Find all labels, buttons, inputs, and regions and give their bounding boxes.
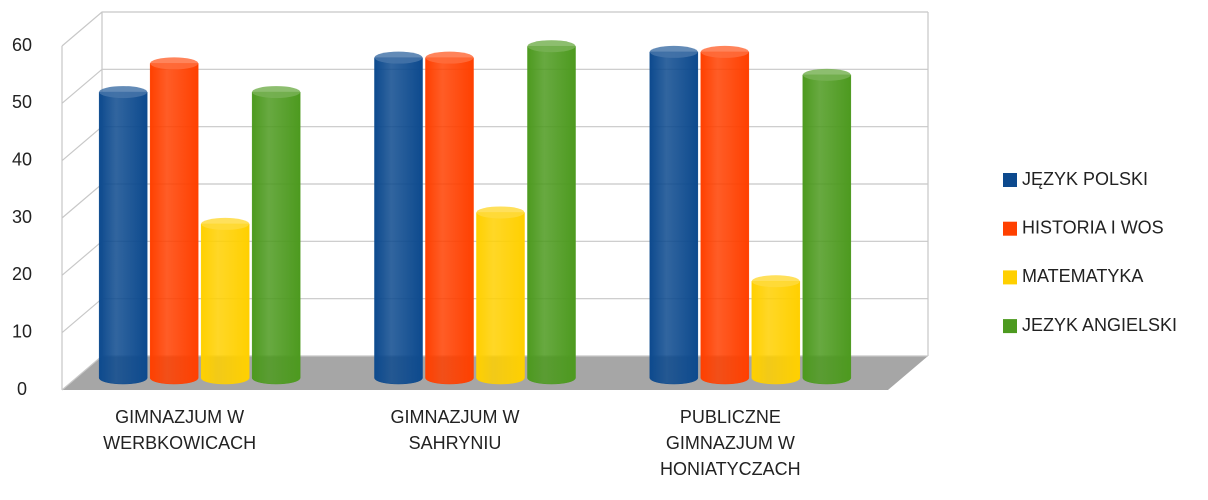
bar-top-shine xyxy=(374,51,423,64)
bar-group xyxy=(700,45,750,385)
bar-group xyxy=(527,40,576,385)
bar xyxy=(476,212,525,385)
bar xyxy=(527,45,576,385)
legend-swatch xyxy=(1003,221,1017,236)
bar-top xyxy=(527,40,576,53)
bar-top xyxy=(201,217,250,230)
x-tick-label: GIMNAZJUM W SAHRYNIU xyxy=(390,407,520,453)
bar-top-shine xyxy=(802,68,851,81)
bar-group xyxy=(802,68,852,385)
bar-top xyxy=(150,57,199,70)
bar-top-shine xyxy=(700,45,749,58)
y-tick-label: 10 xyxy=(12,321,32,341)
bar-top-shine xyxy=(99,86,148,99)
grid-line xyxy=(61,11,928,47)
bar-group xyxy=(200,217,250,385)
bar-top-shine xyxy=(150,57,199,70)
bar-top xyxy=(99,86,148,99)
bar-top xyxy=(751,275,800,288)
bar xyxy=(251,91,301,385)
bar-group xyxy=(425,51,474,385)
bar-top-shine xyxy=(649,45,698,58)
bar xyxy=(98,91,148,385)
bar-top-shine xyxy=(252,86,301,99)
legend-swatch xyxy=(1003,319,1017,334)
bar-top-shine xyxy=(425,51,474,64)
x-tick-label: GIMNAZJUM W WERBKOWICACH xyxy=(103,407,257,453)
y-tick-label: 20 xyxy=(12,264,32,284)
legend-swatch xyxy=(1003,173,1017,187)
bar xyxy=(425,57,474,385)
bar xyxy=(649,51,699,385)
bar xyxy=(700,51,750,385)
bar-top-shine xyxy=(201,217,250,230)
bar xyxy=(751,281,801,385)
legend-label: JĘZYK POLSKI xyxy=(1022,169,1148,189)
legend-label: MATEMATYKA xyxy=(1022,266,1143,286)
bar-group xyxy=(149,57,199,385)
bar-group xyxy=(476,206,525,385)
y-tick-label: 30 xyxy=(12,207,32,227)
bar xyxy=(374,57,423,385)
bar-group xyxy=(649,45,699,385)
bar xyxy=(149,63,199,385)
bar-group xyxy=(251,86,301,385)
bar-top-shine xyxy=(527,40,576,53)
bar-top xyxy=(476,206,525,219)
bar-group xyxy=(98,86,148,385)
bar-group xyxy=(374,51,423,385)
bar-top-shine xyxy=(751,275,800,288)
bar-top xyxy=(374,51,423,64)
bar-top xyxy=(802,68,851,81)
bar-top xyxy=(252,86,301,99)
legend-label: HISTORIA I WOS xyxy=(1022,217,1164,237)
x-tick-label: PUBLICZNE GIMNAZJUM W HONIATYCZACH xyxy=(659,407,801,479)
bar xyxy=(802,74,852,385)
legend-swatch xyxy=(1003,270,1017,285)
y-tick-label: 60 xyxy=(12,35,32,55)
bar-top xyxy=(700,45,749,58)
y-tick-label: 50 xyxy=(12,92,32,112)
bar-top-shine xyxy=(476,206,525,219)
bar xyxy=(200,223,250,385)
bar-group xyxy=(751,275,801,385)
y-tick-label: 40 xyxy=(12,149,32,169)
legend-label: JEZYK ANGIELSKI xyxy=(1022,315,1177,335)
bar-top xyxy=(649,45,698,58)
bar-top xyxy=(425,51,474,64)
y-tick-label: 0 xyxy=(17,379,27,399)
